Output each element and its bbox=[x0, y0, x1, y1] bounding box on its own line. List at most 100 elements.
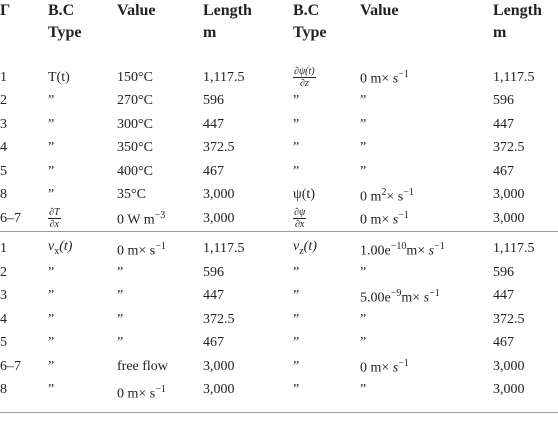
table-cell: ψ(t) bbox=[293, 184, 360, 208]
table-cell: 3,000 bbox=[493, 378, 558, 413]
table-cell: 3 bbox=[0, 113, 48, 137]
cell-text: 2 bbox=[0, 264, 7, 280]
header-cell: Value bbox=[117, 2, 156, 19]
table-row: 4 ” ” 372.5 ” ” 372.5 bbox=[0, 308, 558, 332]
superscript: −1 bbox=[398, 69, 409, 81]
fraction: ∂ψ ∂x bbox=[293, 207, 307, 230]
cell-text: 467 bbox=[493, 335, 514, 351]
denominator: ∂z bbox=[299, 78, 309, 90]
cell-text: ” bbox=[48, 311, 55, 327]
cell-text: 400°C bbox=[117, 163, 153, 179]
text-part: 0 m× s bbox=[117, 386, 156, 402]
table-cell: vz(t) bbox=[293, 230, 360, 261]
table-cell: 1 bbox=[0, 230, 48, 261]
table-cell: 400°C bbox=[117, 160, 203, 184]
table-cell: 0 W m−3 bbox=[117, 207, 203, 231]
boundary-table: Γ B.C Type Value Length m B.C Type Value Lengt… bbox=[0, 2, 558, 413]
cell-text: 3,000 bbox=[203, 358, 235, 374]
cell-text: 150°C bbox=[117, 69, 153, 85]
table-cell: 467 bbox=[493, 160, 558, 184]
table-cell: ” bbox=[48, 285, 117, 309]
italic-text: s bbox=[392, 72, 399, 88]
table-row: 1 T(t) 150°C 1,117.5 ∂ψ(t) ∂z 0 m× s−1 1,117.5 bbox=[0, 60, 558, 90]
table-cell: 372.5 bbox=[493, 308, 558, 332]
table-cell: 5.00e−9m× s−1 bbox=[360, 285, 493, 309]
table-cell: 3,000 bbox=[493, 355, 558, 379]
table-cell: ” bbox=[48, 355, 117, 379]
text-part: × s bbox=[386, 189, 404, 205]
table-cell: ” bbox=[293, 308, 360, 332]
table-cell: ” bbox=[293, 137, 360, 161]
table-cell: 2 bbox=[0, 90, 48, 114]
cell-text: ” bbox=[360, 116, 367, 132]
table-cell: 35°C bbox=[117, 184, 203, 208]
table-row: 2 ” 270°C 596 ” ” 596 bbox=[0, 90, 558, 114]
table-cell: 447 bbox=[203, 113, 293, 137]
table-cell: ” bbox=[360, 160, 493, 184]
fraction: ∂T ∂x bbox=[48, 207, 61, 230]
table-cell: ” bbox=[48, 378, 117, 413]
header-cell: B.C Type bbox=[293, 2, 327, 41]
table-cell: 8 bbox=[0, 184, 48, 208]
table-cell: ” bbox=[48, 261, 117, 285]
italic-text: (t) bbox=[59, 238, 73, 254]
table-row: 1 vx(t) 0 m× s−1 1,117.5 vz(t) 1.00e−10m× s−1… bbox=[0, 230, 558, 261]
table-cell: ” bbox=[117, 332, 203, 356]
cell-text: 3,000 bbox=[203, 381, 235, 397]
table-cell: ” bbox=[293, 90, 360, 114]
table-cell: 372.5 bbox=[493, 137, 558, 161]
superscript: −1 bbox=[403, 186, 414, 198]
cell-text: 1,117.5 bbox=[203, 69, 245, 85]
table-cell: 467 bbox=[493, 332, 558, 356]
cell-text: ” bbox=[293, 381, 300, 397]
table-cell: ” bbox=[293, 285, 360, 309]
cell-text: 1,117.5 bbox=[493, 241, 535, 257]
table-cell: ” bbox=[117, 285, 203, 309]
superscript: 2 bbox=[381, 186, 387, 198]
superscript: −10 bbox=[390, 240, 407, 252]
cell-text: T(t) bbox=[48, 69, 70, 85]
table-cell: 8 bbox=[0, 378, 48, 413]
table-cell: 1 bbox=[0, 60, 48, 90]
fraction: ∂ψ(t) ∂z bbox=[293, 66, 316, 89]
cell-text: 4 bbox=[0, 311, 7, 327]
cell-text: ” bbox=[293, 116, 300, 132]
table-cell: 0 m× s−1 bbox=[117, 378, 203, 413]
cell-text: 2 bbox=[0, 93, 7, 109]
table-body: 1 T(t) 150°C 1,117.5 ∂ψ(t) ∂z 0 m× s−1 1,117.5 2… bbox=[0, 60, 558, 413]
subscript: z bbox=[299, 245, 304, 257]
table-cell: 596 bbox=[493, 90, 558, 114]
header-cell: Γ bbox=[0, 2, 11, 19]
table-row: 3”” 447” 5.00e−9m× s−1 447 bbox=[0, 285, 558, 309]
cell-text: ” bbox=[48, 358, 55, 374]
cell-text: 3,000 bbox=[493, 381, 525, 397]
table-cell: T(t) bbox=[48, 60, 117, 90]
cell-text: ” bbox=[48, 116, 55, 132]
cell-text: free flow bbox=[117, 358, 168, 374]
cell-text: ” bbox=[293, 311, 300, 327]
table-cell: 3,000 bbox=[203, 378, 293, 413]
table-row: 6–7 ∂T ∂x 0 W m−3 3,000 ∂ψ ∂x 0 m× s−1 3,000 bbox=[0, 207, 558, 231]
cell-text: 3,000 bbox=[203, 210, 235, 226]
cell-text: ” bbox=[293, 93, 300, 109]
cell-text: ” bbox=[48, 140, 55, 156]
text-part: 5.00e bbox=[360, 290, 391, 306]
cell-text: ” bbox=[293, 288, 300, 304]
cell-text: ” bbox=[48, 163, 55, 179]
table-cell: ” bbox=[48, 332, 117, 356]
text-part: m× bbox=[406, 243, 429, 259]
cell-text: ” bbox=[48, 187, 55, 203]
table-cell: ” bbox=[360, 261, 493, 285]
cell-text: 6–7 bbox=[0, 358, 21, 374]
table-row: 6–7” free flow 3,000” 0 m× s−1 3,000 bbox=[0, 355, 558, 379]
cell-text: 35°C bbox=[117, 187, 146, 203]
superscript: −1 bbox=[398, 358, 409, 370]
cell-text: 372.5 bbox=[493, 311, 525, 327]
table-cell: 1,117.5 bbox=[203, 60, 293, 90]
cell-text: ” bbox=[48, 335, 55, 351]
table-cell: 3,000 bbox=[203, 355, 293, 379]
cell-text: 1,117.5 bbox=[493, 69, 535, 85]
table-cell: 2 bbox=[0, 261, 48, 285]
cell-text: ” bbox=[117, 311, 124, 327]
